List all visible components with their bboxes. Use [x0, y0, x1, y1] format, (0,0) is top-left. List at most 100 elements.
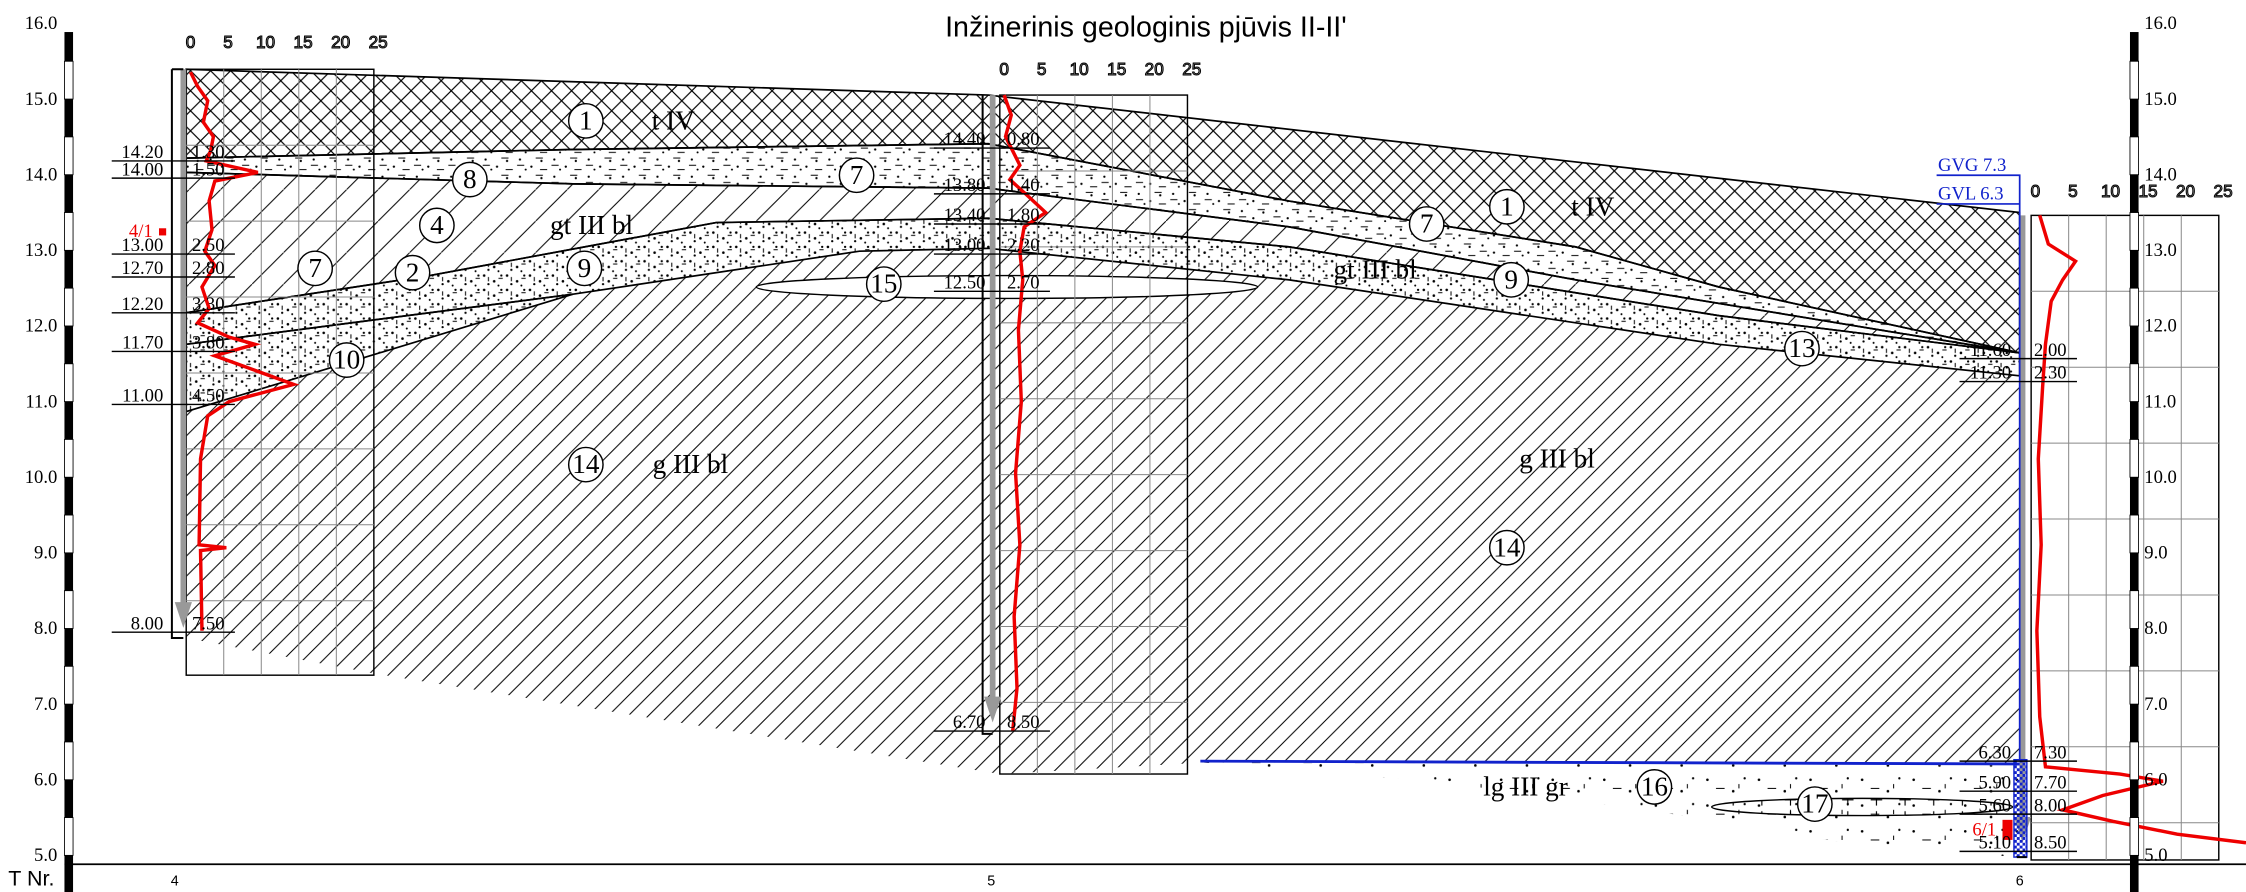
cpt-scale-label: 0	[2031, 181, 2041, 201]
borehole-number: 4	[171, 874, 179, 890]
depth-mark: 7.30	[2034, 742, 2067, 763]
axis-segment	[64, 818, 73, 856]
layer-label: 15	[870, 269, 897, 299]
elevation-mark: 13.00	[121, 235, 163, 256]
axis-segment	[2130, 326, 2139, 364]
axis-segment	[2130, 515, 2139, 553]
layer-label: t IV	[652, 105, 695, 135]
cpt-scale-label: 20	[2176, 181, 2195, 201]
elevation-label: 6.0	[34, 769, 57, 790]
elevation-mark: 8.00	[131, 613, 164, 634]
depth-mark: 8.50	[2034, 833, 2067, 854]
depth-mark: 7.50	[192, 613, 225, 634]
elevation-mark: 14.00	[121, 159, 163, 180]
depth-mark: 2.00	[2034, 340, 2067, 361]
cpt-scale-label: 25	[1182, 59, 1201, 79]
layer-label: 9	[578, 253, 592, 283]
elevation-label: 10.0	[25, 467, 58, 488]
elevation-label: 14.0	[25, 164, 58, 185]
depth-mark: 1.80	[1007, 205, 1040, 226]
axis-segment	[64, 402, 73, 440]
gw-label: GVL 6.3	[1938, 184, 2003, 205]
borehole-number: 6	[2016, 874, 2024, 890]
depth-mark: 3.30	[192, 294, 225, 315]
depth-mark: 2.80	[192, 258, 225, 279]
axis-segment	[64, 477, 73, 515]
axis-segment	[2130, 288, 2139, 326]
elevation-mark: 11.70	[122, 333, 163, 354]
axis-segment	[64, 32, 73, 61]
axis-segment	[64, 175, 73, 213]
elevation-label: 12.0	[2144, 316, 2177, 337]
elevation-label: 8.0	[34, 618, 57, 639]
axis-segment	[64, 439, 73, 477]
axis-segment	[64, 515, 73, 553]
elevation-mark: 11.60	[1970, 340, 2011, 361]
axis-segment	[2130, 439, 2139, 477]
axis-segment	[2130, 855, 2139, 892]
layer-label: 1	[579, 105, 593, 135]
layer-label: t IV	[1571, 191, 1614, 221]
axis-segment	[2130, 364, 2139, 402]
axis-segment	[2130, 628, 2139, 666]
elevation-mark: 13.80	[944, 175, 986, 196]
axis-segment	[2130, 704, 2139, 742]
depth-mark: 1.50	[192, 159, 225, 180]
layer-label: 1	[1500, 191, 1514, 221]
axis-segment	[2130, 61, 2139, 99]
elevation-label: 9.0	[2144, 543, 2167, 564]
depth-mark: 8.00	[2034, 795, 2067, 816]
axis-segment	[64, 250, 73, 288]
cpt-scale-label: 15	[1107, 59, 1126, 79]
elevation-label: 13.0	[2144, 240, 2177, 261]
layer-label: 10	[333, 345, 360, 375]
axis-segment	[2130, 32, 2139, 61]
elevation-label: 13.0	[25, 240, 58, 261]
cpt-scale-label: 0	[186, 32, 196, 52]
axis-segment	[2130, 477, 2139, 515]
elevation-mark: 5.90	[1979, 772, 2012, 793]
depth-mark: 2.30	[2034, 363, 2067, 384]
elevation-label: 14.0	[2144, 164, 2177, 185]
axis-segment	[2130, 591, 2139, 629]
layer-label: 2	[406, 257, 420, 287]
section: 051015202505101520250510152025 Inžinerin…	[0, 0, 2246, 892]
axis-segment	[2130, 250, 2139, 288]
screen	[2014, 760, 2027, 857]
elevation-mark: 13.40	[944, 205, 986, 226]
axis-segment	[2130, 99, 2139, 137]
layer-label: gt III bl	[550, 210, 634, 240]
depth-mark: 2.20	[1007, 235, 1040, 256]
cpt-scale-label: 10	[1070, 59, 1089, 79]
cpt-scale-label: 25	[369, 32, 388, 52]
axis-segment	[64, 61, 73, 99]
gw-label: GVG 7.3	[1938, 155, 2006, 176]
axis-segment	[64, 553, 73, 591]
elevation-label: 7.0	[34, 694, 57, 715]
elevation-label: 10.0	[2144, 467, 2177, 488]
elevation-mark: 12.20	[121, 294, 163, 315]
axis-segment	[64, 137, 73, 175]
layer-label: 7	[308, 253, 322, 283]
axis-segment	[2130, 818, 2139, 856]
axis-segment	[64, 326, 73, 364]
layer-label: 9	[1504, 264, 1518, 294]
layer-label: g III bl	[653, 449, 729, 479]
cpt-scale-label: 10	[256, 32, 275, 52]
depth-mark: 2.50	[192, 235, 225, 256]
elevation-mark: 11.00	[122, 386, 163, 407]
layer-label: g III bl	[1519, 443, 1595, 473]
axis-segment	[2130, 175, 2139, 213]
depth-mark: 1.40	[1007, 175, 1040, 196]
elevation-label: 16.0	[25, 13, 58, 34]
page: {"title":"Inžinerinis geologinis pjūvis …	[0, 0, 2246, 892]
layer-label: 8	[463, 164, 477, 194]
row-label: T Nr.	[8, 867, 54, 891]
cpt-scale-label: 10	[2101, 181, 2120, 201]
axis-segment	[64, 591, 73, 629]
cpt-scale-label: 0	[999, 59, 1009, 79]
axis-segment	[64, 99, 73, 137]
elevation-mark: 6.70	[953, 712, 986, 733]
layer-label: 13	[1788, 333, 1815, 363]
layer-label: 7	[850, 160, 864, 190]
